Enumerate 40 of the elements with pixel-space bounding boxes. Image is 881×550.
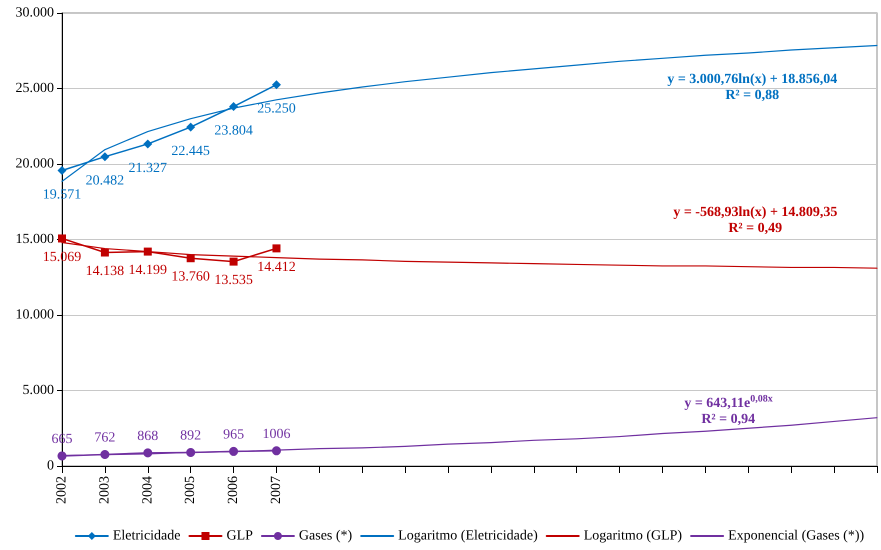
y-tick-label: 15.000 — [16, 232, 54, 247]
data-label: 892 — [180, 428, 202, 444]
y-tick-label: 25.000 — [16, 81, 54, 96]
data-label: 13.760 — [171, 270, 210, 285]
data-label: 14.199 — [128, 263, 168, 278]
annotation: y = -568,93ln(x) + 14.809,35 — [673, 204, 838, 221]
y-tick-label: 30.000 — [16, 6, 54, 20]
x-tick-label: 2006 — [226, 476, 242, 504]
data-label: 14.138 — [86, 264, 124, 280]
y-tick-label: 10.000 — [16, 308, 54, 322]
data-label: 965 — [223, 427, 244, 442]
data-label: 868 — [137, 428, 158, 444]
annotation: y = 643,11e$^{0,08x}$ — [684, 394, 773, 412]
data-label: 22.445 — [171, 144, 210, 160]
legend-label: GLP — [226, 528, 254, 544]
annotation: R² = 0,88 — [725, 88, 780, 104]
x-tick-label: 2007 — [268, 476, 284, 504]
legend-label: Gases (*) — [298, 528, 353, 544]
legend-label: Eletricidade — [112, 528, 180, 544]
annotation: R² = 0,49 — [728, 220, 782, 237]
legend-label: Logaritmo (Eletricidade) — [398, 528, 538, 544]
y-tick-label: 0 — [47, 458, 54, 474]
data-label: 13.535 — [214, 273, 253, 288]
data-label: 762 — [94, 430, 116, 446]
x-tick-label: 2003 — [97, 476, 112, 504]
x-tick-label: 2002 — [54, 476, 70, 504]
data-label: 14.412 — [257, 260, 296, 275]
data-label: 20.482 — [86, 174, 124, 189]
annotation: R² = 0,94 — [701, 412, 756, 428]
legend-label: Logaritmo (GLP) — [584, 528, 682, 544]
data-label: 1006 — [262, 426, 290, 442]
annotation: y = 3.000,76ln(x) + 18.856,04 — [667, 72, 838, 88]
data-label: 23.804 — [214, 124, 253, 139]
y-tick-label: 5.000 — [22, 383, 54, 398]
x-tick-label: 2004 — [140, 476, 156, 504]
x-tick-label: 2005 — [183, 476, 198, 504]
data-label: 25.250 — [257, 102, 296, 117]
data-label: 21.327 — [128, 160, 168, 176]
y-tick-label: 20.000 — [16, 156, 54, 172]
legend-label: Exponencial (Gases (*)) — [728, 528, 864, 544]
